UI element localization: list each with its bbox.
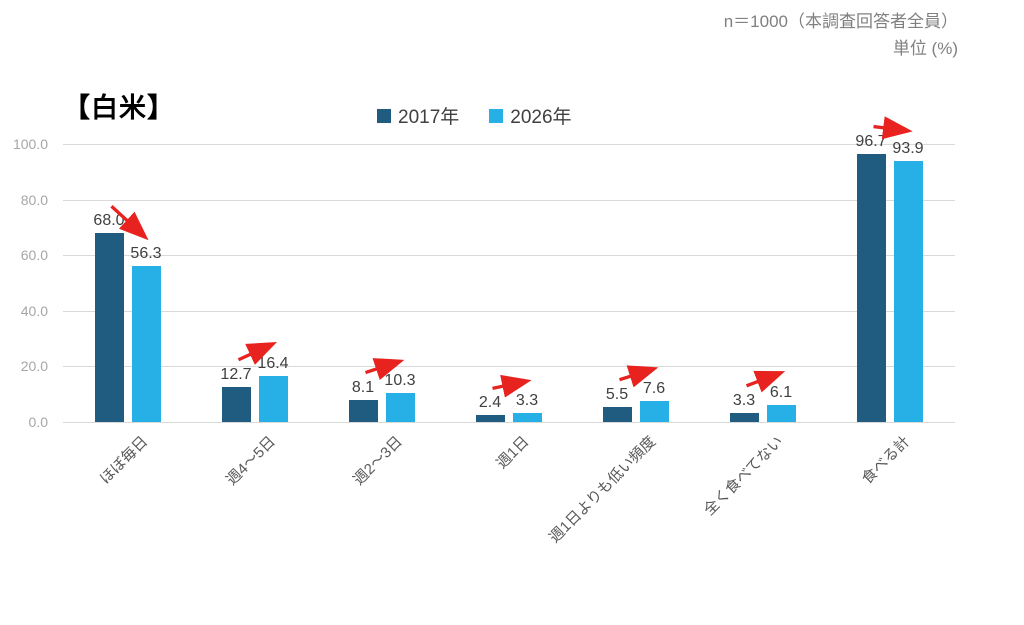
legend-label: 2026年 bbox=[510, 107, 572, 128]
value-label: 8.1 bbox=[351, 378, 375, 396]
value-label: 5.5 bbox=[605, 385, 629, 403]
value-label: 3.3 bbox=[732, 391, 756, 409]
x-axis-category-label: ほぼ毎日 bbox=[97, 433, 152, 488]
bar-2026年 bbox=[893, 161, 923, 422]
bar-2026年 bbox=[639, 400, 669, 422]
value-label: 3.3 bbox=[515, 391, 539, 409]
legend-item-0: 2017年 bbox=[377, 102, 459, 129]
bar-2017年 bbox=[221, 386, 251, 422]
legend: 2017年 2026年 bbox=[377, 102, 572, 129]
legend-label: 2017年 bbox=[398, 107, 460, 128]
trend-arrow bbox=[492, 374, 532, 398]
trend-arrow bbox=[873, 116, 913, 140]
x-axis-category-label: 食べる計 bbox=[859, 433, 914, 488]
gridline bbox=[63, 310, 955, 312]
legend-swatch-icon bbox=[489, 108, 504, 123]
y-axis-tick-label: 20.0 bbox=[20, 358, 48, 375]
y-axis-tick-label: 40.0 bbox=[20, 302, 48, 319]
x-axis-category-label: 週1日よりも低い頻度 bbox=[546, 433, 660, 547]
bar-2017年 bbox=[475, 415, 505, 422]
trend-arrow bbox=[619, 365, 659, 388]
gridline bbox=[63, 366, 955, 368]
bar-2017年 bbox=[729, 412, 759, 422]
value-label: 16.4 bbox=[257, 355, 289, 373]
value-label: 93.9 bbox=[892, 140, 924, 158]
bar-2026年 bbox=[131, 265, 161, 422]
chart-title: 【白米】 bbox=[63, 93, 175, 123]
y-axis-tick-label: 0.0 bbox=[28, 414, 48, 430]
x-axis-category-label: 全く食べてない bbox=[700, 433, 787, 519]
value-label: 10.3 bbox=[384, 372, 416, 390]
value-label: 12.7 bbox=[220, 365, 252, 383]
gridline bbox=[63, 255, 955, 257]
value-label: 2.4 bbox=[478, 394, 502, 412]
x-axis-category-label: 週1日 bbox=[493, 433, 533, 473]
value-label: 56.3 bbox=[130, 244, 162, 262]
bar-2017年 bbox=[602, 406, 632, 422]
gridline bbox=[63, 422, 955, 423]
bar-2017年 bbox=[348, 399, 378, 422]
value-label: 6.1 bbox=[769, 384, 793, 402]
header-note: n＝1000（本調査回答者全員） 単位 (%) bbox=[724, 8, 958, 62]
y-axis-tick-label: 60.0 bbox=[20, 247, 48, 264]
value-label: 7.6 bbox=[642, 379, 666, 397]
bar-2017年 bbox=[856, 153, 886, 422]
bar-2017年 bbox=[94, 233, 124, 422]
bar-2026年 bbox=[766, 405, 796, 422]
value-label: 96.7 bbox=[855, 132, 887, 150]
unit-note: 単位 (%) bbox=[892, 39, 958, 58]
x-axis-category-label: 週2～3日 bbox=[350, 433, 406, 489]
y-axis-tick-label: 100.0 bbox=[12, 136, 48, 153]
bar-2026年 bbox=[258, 376, 288, 422]
legend-swatch-icon bbox=[377, 108, 391, 123]
gridline bbox=[63, 144, 955, 146]
legend-item-1: 2026年 bbox=[489, 102, 572, 129]
x-axis-category-label: 週4～5日 bbox=[223, 433, 279, 489]
bar-2026年 bbox=[385, 393, 415, 422]
value-label: 68.0 bbox=[93, 212, 125, 230]
gridline bbox=[63, 199, 955, 201]
sample-size-note: n＝1000（本調査回答者全員） bbox=[723, 12, 958, 31]
bar-2026年 bbox=[512, 412, 542, 422]
y-axis-tick-label: 80.0 bbox=[20, 191, 48, 208]
